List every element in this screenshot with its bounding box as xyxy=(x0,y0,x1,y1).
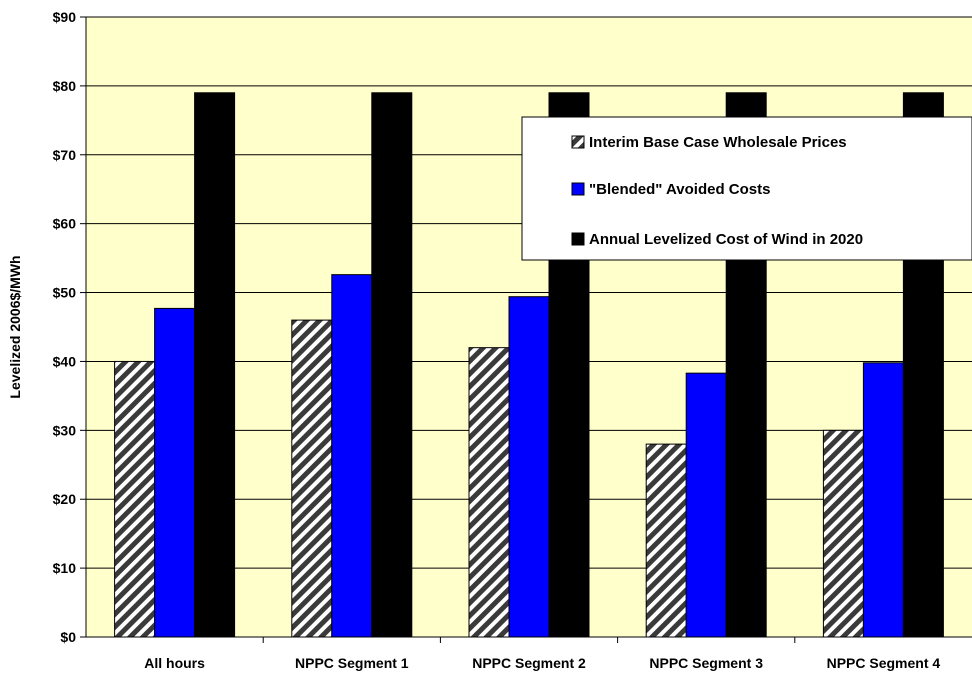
bar-1-5 xyxy=(822,429,864,638)
y-tick-label: $40 xyxy=(53,353,77,369)
y-tick-label: $10 xyxy=(53,560,77,576)
legend-label: "Blended" Avoided Costs xyxy=(589,181,770,198)
x-category-label: NPPC Segment 2 xyxy=(472,655,586,671)
bar-1-3 xyxy=(468,347,510,638)
legend-label: Annual Levelized Cost of Wind in 2020 xyxy=(589,231,863,248)
y-tick-label: $50 xyxy=(53,285,77,301)
y-axis-title: Levelized 2006$/MWh xyxy=(7,255,23,398)
y-tick-label: $80 xyxy=(53,78,77,94)
bar-2-4 xyxy=(685,372,727,638)
legend: Interim Base Case Wholesale Prices "Blend… xyxy=(521,116,972,261)
bar-2-5 xyxy=(862,362,904,638)
y-tick-label: $0 xyxy=(60,629,76,645)
bar-3-2 xyxy=(371,92,413,638)
bars xyxy=(114,92,944,638)
x-category-label: NPPC Segment 1 xyxy=(295,655,409,671)
legend-swatch xyxy=(571,182,585,196)
y-tick-label: $30 xyxy=(53,422,77,438)
x-category-label: NPPC Segment 4 xyxy=(827,655,941,671)
y-tick-label: $20 xyxy=(53,491,77,507)
legend-box xyxy=(521,116,972,261)
axes: $0 $10 $20 $30 $40 $50 $60 $70 $80 $90 All hours NP… xyxy=(53,9,972,671)
y-tick-label: $70 xyxy=(53,147,77,163)
legend-label: Interim Base Case Wholesale Prices xyxy=(589,134,847,151)
x-category-label: NPPC Segment 3 xyxy=(649,655,763,671)
bar-1-2 xyxy=(291,319,333,638)
bar-1-1 xyxy=(114,360,156,638)
bar-2-3 xyxy=(508,296,550,638)
bar-1-4 xyxy=(645,443,687,638)
legend-swatch xyxy=(571,232,585,246)
bar-3-1 xyxy=(194,92,236,638)
bar-2-2 xyxy=(331,274,373,638)
legend-swatch xyxy=(571,135,585,149)
bar-2-1 xyxy=(154,307,196,638)
y-tick-label: $60 xyxy=(53,216,77,232)
y-tick-label: $90 xyxy=(53,9,77,25)
x-category-label: All hours xyxy=(144,655,205,671)
